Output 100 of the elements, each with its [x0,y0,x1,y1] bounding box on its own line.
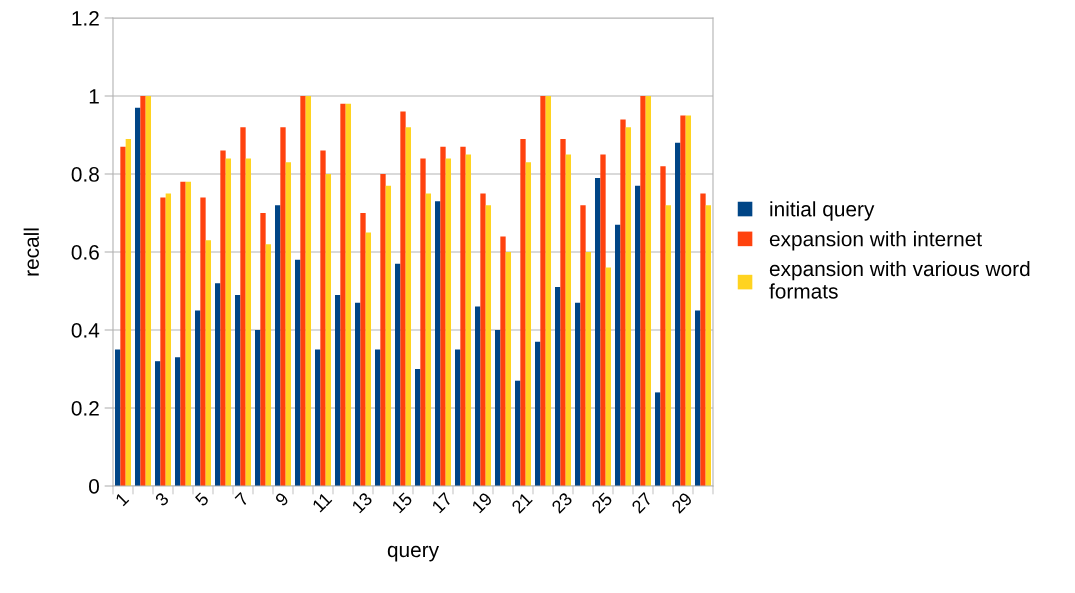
bar [415,369,421,486]
y-tick-label: 0.2 [71,401,99,416]
bar [180,181,186,486]
bar [555,287,561,486]
bar [620,119,626,486]
bar [700,193,706,486]
x-tick-label: 25 [590,491,613,514]
x-tick-label: 3 [154,491,170,507]
bar [275,205,281,486]
bar [245,158,251,486]
bar [140,96,146,486]
bar [185,181,191,486]
bar [615,224,621,486]
bar [580,205,586,486]
legend-label: expansion with internet [769,231,982,251]
bar [155,361,161,486]
x-tick-label: 29 [670,491,693,514]
bar [380,174,386,486]
bar [375,349,381,486]
x-tick-label: 11 [311,491,333,513]
bar [460,146,466,486]
bar [660,166,666,486]
bar [265,244,271,486]
x-tick-label: 21 [510,491,533,514]
bar [420,158,426,486]
bar [440,146,446,486]
x-tick-label: 27 [630,491,653,514]
bar [625,127,631,486]
bar [305,96,311,486]
bar [665,205,671,486]
bar [585,252,591,486]
bar [640,96,646,486]
x-tick-label: 1 [114,491,130,507]
bar [295,259,301,486]
bar [235,294,241,486]
bar [325,174,331,486]
bar [525,162,531,486]
bar [495,330,501,486]
x-tick-label: 17 [431,491,453,514]
bar [220,150,226,486]
bar [600,154,606,486]
x-tick-label: 23 [550,491,573,514]
y-tick-label: 0.6 [71,245,99,260]
bar [120,146,126,486]
bar [200,197,206,486]
bar [280,127,286,486]
bar [475,306,481,486]
bar [595,177,601,486]
bar [695,310,701,486]
bar [395,263,401,486]
bar [705,205,711,486]
bar [215,283,221,486]
bar [565,154,571,486]
x-tick-label: 5 [194,491,210,507]
bar [345,103,351,486]
bar [435,201,441,486]
bar [340,103,346,486]
bar [645,96,651,486]
bar [485,205,491,486]
x-tick-label: 9 [274,491,290,507]
bar [315,349,321,486]
bar [445,158,451,486]
bar [165,193,171,486]
bar [465,154,471,486]
bar [680,115,686,486]
bar [355,302,361,486]
y-tick-label: 0.4 [71,323,100,338]
bar [115,349,121,486]
bar [500,236,506,486]
bar [175,357,181,486]
y-axis-title: recall [23,228,39,276]
y-tick-label: 0.8 [71,167,99,182]
bar [685,115,691,486]
bar [535,341,541,486]
bar [405,127,411,486]
bar [520,138,526,486]
bar [635,185,641,486]
bar [225,158,231,486]
bar [195,310,201,486]
bar [655,392,661,486]
bar [545,96,551,486]
y-tick-label: 1 [89,89,99,104]
bar [335,294,341,486]
bar [285,162,291,486]
bar [135,107,141,486]
x-tick-label: 13 [351,491,373,514]
bar [320,150,326,486]
x-tick-label: 19 [471,491,493,514]
bar [605,267,611,486]
bar [360,213,366,486]
bar [560,138,566,486]
bar [575,302,581,486]
bar [425,193,431,486]
bar [515,380,521,486]
bar [365,232,371,486]
x-tick-label: 7 [234,491,250,507]
bar [160,197,166,486]
bar [300,96,306,486]
legend-label: expansion with various word formats [769,260,1030,299]
x-tick-label: 15 [391,491,413,514]
